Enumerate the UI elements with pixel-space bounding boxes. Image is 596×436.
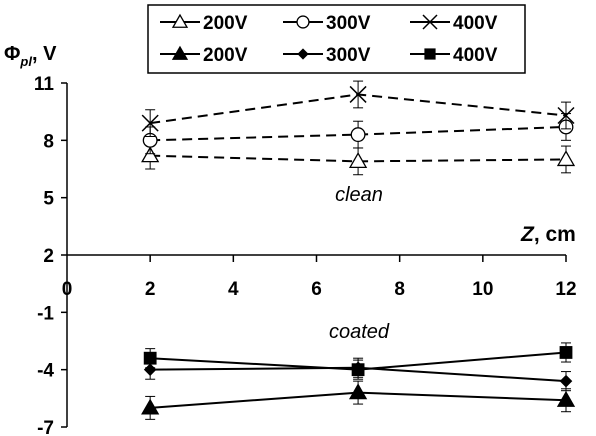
data-point-marker	[350, 127, 366, 143]
y-axis-subscript: pl	[19, 54, 32, 69]
data-point-marker	[351, 363, 365, 377]
x-tick-label: 12	[555, 279, 576, 300]
legend-entry: 200V	[160, 13, 248, 34]
y-axis-title: Φpl, V	[4, 43, 57, 69]
legend-entry: 400V	[410, 45, 498, 66]
data-point-marker	[141, 146, 160, 163]
y-tick-label: -7	[37, 418, 54, 436]
y-tick-label: -4	[37, 361, 54, 382]
legend-label: 200V	[203, 45, 248, 66]
data-point-marker	[143, 351, 157, 365]
x-tick-label: 0	[62, 279, 73, 300]
data-point-marker	[556, 150, 576, 167]
data-point-marker	[297, 48, 309, 60]
series-line	[150, 125, 567, 142]
series-clean-400V	[141, 80, 575, 138]
legend-label: 200V	[203, 13, 248, 34]
x-tick-label: 6	[311, 279, 322, 300]
data-point-marker	[141, 114, 159, 132]
y-tick-label: 2	[43, 246, 54, 267]
y-tick-label: 8	[43, 131, 54, 152]
data-point-marker	[559, 374, 573, 388]
legend-label: 400V	[453, 45, 498, 66]
data-point-marker	[557, 106, 575, 125]
x-tick-label: 2	[145, 279, 156, 300]
legend-label: 300V	[326, 13, 371, 34]
legend: 200V 300V 400V 200V 300V 400V	[147, 4, 526, 74]
x-axis-title: Z, cm	[520, 223, 576, 246]
y-axis-symbol: Φ	[4, 43, 20, 65]
legend-entry: 200V	[160, 45, 248, 66]
series-clean-200V	[141, 141, 576, 176]
legend-entry: 300V	[283, 13, 371, 34]
data-point-marker	[171, 45, 189, 60]
series-coated-400V	[143, 342, 573, 380]
data-point-marker	[556, 390, 576, 407]
data-point-marker	[171, 13, 189, 28]
annotation-clean: clean	[335, 184, 383, 206]
legend-entry: 400V	[410, 13, 498, 34]
x-tick-label: 4	[228, 279, 239, 300]
x-tick-label: 10	[472, 279, 493, 300]
legend-box	[147, 4, 526, 74]
y-tick-label: -1	[37, 303, 54, 324]
legend-entry: 300V	[283, 45, 371, 66]
data-point-marker	[348, 383, 368, 400]
plot-area	[141, 80, 576, 420]
series-line	[150, 154, 567, 163]
data-point-marker	[559, 346, 573, 359]
data-point-marker	[296, 15, 310, 29]
x-axis-unit: , cm	[534, 223, 576, 246]
data-point-marker	[141, 398, 160, 415]
data-point-marker	[348, 152, 368, 169]
annotation-coated: coated	[329, 321, 390, 343]
y-axis-unit: , V	[32, 43, 57, 65]
series-coated-200V	[141, 380, 576, 420]
data-point-marker	[424, 48, 436, 60]
legend-label: 400V	[453, 13, 498, 34]
series-clean-300V	[142, 113, 574, 155]
y-tick-label: 11	[34, 74, 55, 95]
x-tick-label: 8	[394, 279, 405, 300]
data-point-marker	[422, 14, 438, 30]
y-tick-label: 5	[43, 189, 54, 210]
data-point-marker	[349, 85, 367, 103]
x-axis-symbol: Z	[520, 223, 535, 246]
legend-label: 300V	[326, 45, 371, 66]
